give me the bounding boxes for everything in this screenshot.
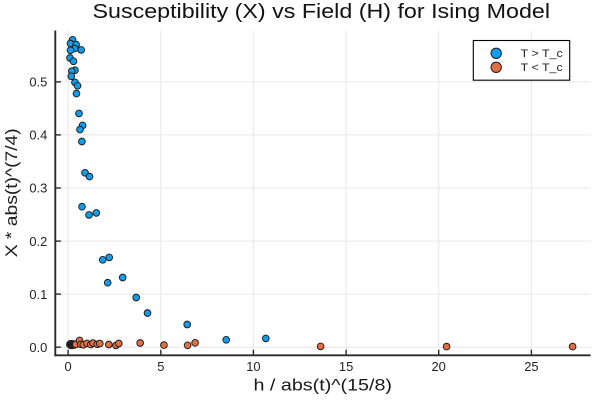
svg-text:0.5: 0.5: [29, 75, 47, 90]
svg-text:20: 20: [432, 359, 446, 374]
svg-text:Susceptibility (X) vs Field (H: Susceptibility (X) vs Field (H) for Isin…: [93, 1, 551, 23]
svg-text:5: 5: [157, 359, 164, 374]
svg-text:0.1: 0.1: [29, 287, 47, 302]
svg-text:X * abs(t)^(7/4): X * abs(t)^(7/4): [3, 128, 21, 257]
svg-text:10: 10: [246, 359, 260, 374]
svg-text:0.2: 0.2: [29, 234, 47, 249]
svg-text:T > T_c: T > T_c: [521, 48, 564, 60]
svg-text:0.3: 0.3: [29, 181, 47, 196]
svg-text:0: 0: [65, 359, 72, 374]
svg-text:0.4: 0.4: [29, 128, 47, 143]
svg-text:0.0: 0.0: [29, 340, 47, 355]
svg-text:25: 25: [524, 359, 538, 374]
svg-text:T < T_c: T < T_c: [521, 62, 564, 74]
svg-text:15: 15: [339, 359, 353, 374]
svg-text:h / abs(t)^(15/8): h / abs(t)^(15/8): [254, 377, 393, 395]
